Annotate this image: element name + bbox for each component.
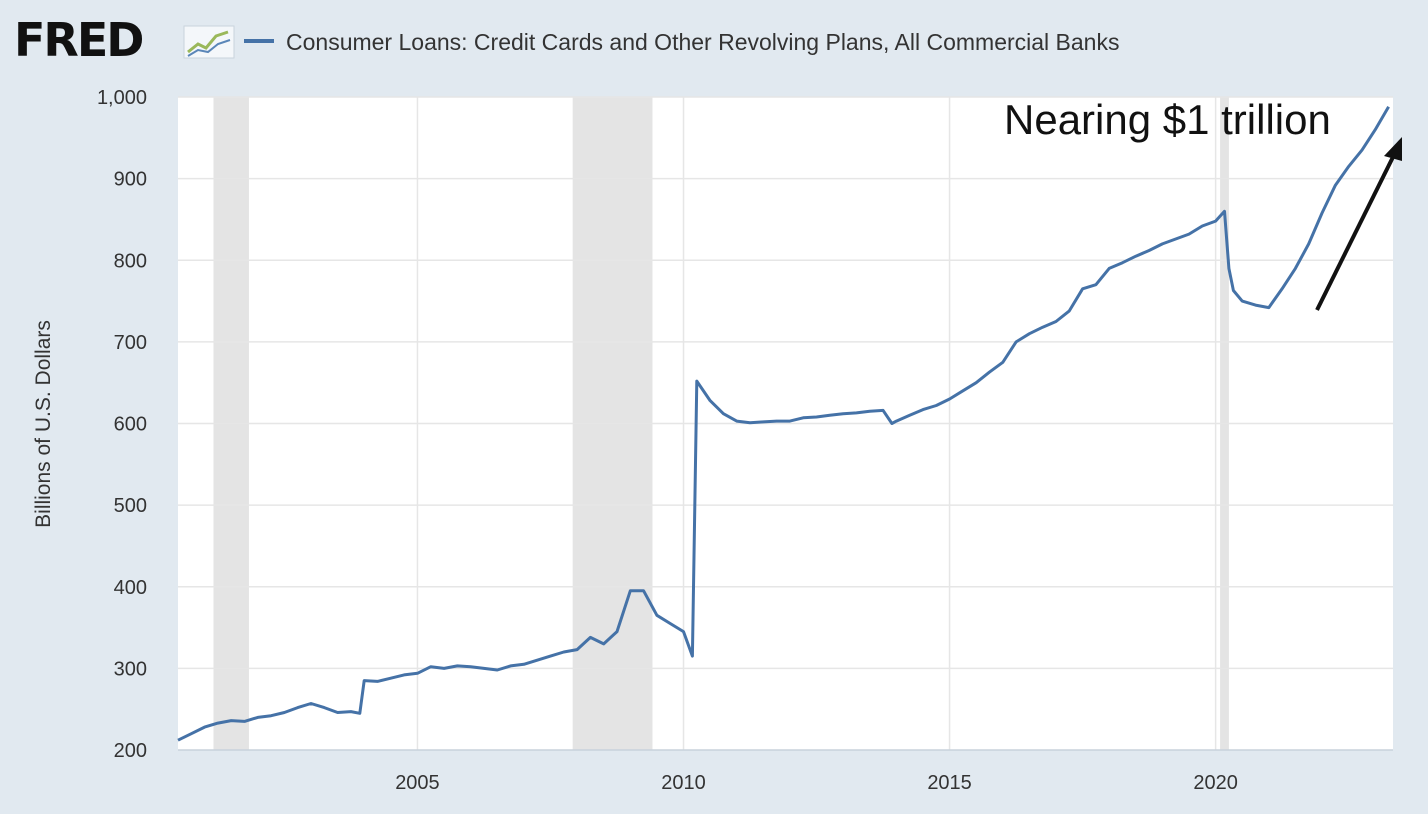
y-tick-label: 400 [114, 577, 147, 599]
y-tick-label: 300 [114, 658, 147, 680]
y-tick-label: 1,000 [97, 87, 147, 109]
y-tick-label: 600 [114, 414, 147, 436]
series-line-1 [177, 106, 1390, 742]
fred-logo-text: FRED [14, 13, 144, 67]
y-tick-label: 700 [114, 332, 147, 354]
series-lines [177, 106, 1390, 742]
x-tick-label: 2005 [395, 772, 440, 794]
chart-header: FRED Consumer Loans: Credit Cards and Ot… [0, 0, 1428, 96]
y-axis-label: Billions of U.S. Dollars [32, 320, 55, 528]
annotations: Nearing $1 trillion [1004, 96, 1402, 311]
gridlines [178, 96, 1393, 751]
legend-series-label: Consumer Loans: Credit Cards and Other R… [286, 29, 1120, 55]
annotation-arrow-shaft [1315, 156, 1395, 311]
annotation-text: Nearing $1 trillion [1004, 96, 1331, 143]
y-tick-label: 800 [114, 250, 147, 272]
x-tick-label: 2020 [1193, 772, 1238, 794]
y-tick-label: 200 [114, 740, 147, 762]
x-tick-labels: 2005 2010 2015 2020 [395, 772, 1238, 794]
y-tick-labels: 200 300 400 500 600 700 800 900 1,000 [97, 87, 147, 762]
y-tick-label: 500 [114, 495, 147, 517]
annotation-arrow-head [1384, 137, 1402, 161]
legend-swatch [244, 39, 274, 43]
line-chart-icon [182, 22, 238, 67]
y-tick-label: 900 [114, 169, 147, 191]
x-tick-label: 2010 [661, 772, 706, 794]
x-tick-label: 2015 [927, 772, 972, 794]
